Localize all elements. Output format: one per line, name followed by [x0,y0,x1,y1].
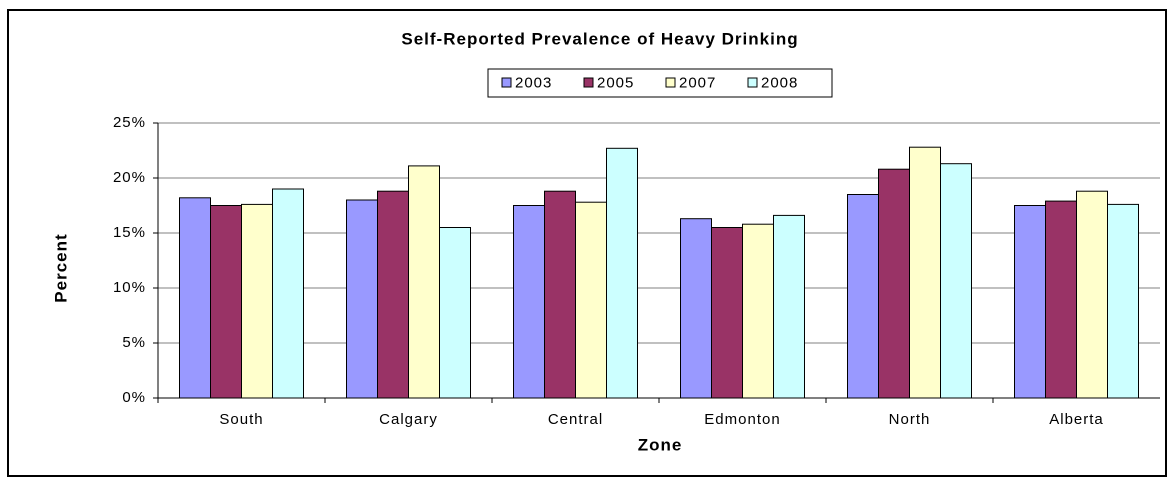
y-axis-title: Percent [51,233,70,302]
y-tick-label: 25% [113,114,146,131]
x-tick-label: Central [548,411,603,428]
bar [377,190,409,399]
bar [544,190,576,399]
y-tick-label: 0% [122,389,146,406]
bar [439,227,471,399]
legend-swatch [583,77,594,88]
y-tick-label: 10% [113,279,146,296]
x-tick-label: Edmonton [704,411,780,428]
x-tick-label: Calgary [379,411,438,428]
bar [513,205,545,399]
bar [272,188,304,399]
legend-swatch [747,77,758,88]
bar [680,218,712,399]
chart-title: Self-Reported Prevalence of Heavy Drinki… [401,29,798,48]
bar [210,205,242,399]
bar [1076,190,1108,399]
legend-label: 2003 [515,74,552,91]
bar [606,147,638,399]
legend-label: 2005 [597,74,634,91]
bar [1014,205,1046,399]
bar [575,201,607,399]
legend-label: 2008 [761,74,798,91]
bar [408,165,440,399]
bar [773,214,805,399]
bar [878,168,910,399]
legend-swatch [665,77,676,88]
bar [179,197,211,399]
bar [742,223,774,399]
x-tick-label: South [219,411,263,428]
legend-swatch [501,77,512,88]
bar [241,203,273,399]
bar [1045,200,1077,399]
y-tick-label: 20% [113,169,146,186]
x-tick-label: North [889,411,931,428]
bar [909,146,941,399]
bar [346,199,378,399]
legend-label: 2007 [679,74,716,91]
bar [940,163,972,399]
y-tick-label: 5% [122,334,146,351]
bar [847,194,879,399]
legend-box [487,68,833,98]
x-tick-label: Alberta [1049,411,1104,428]
y-tick-label: 15% [113,224,146,241]
bar [1107,203,1139,399]
x-axis-title: Zone [638,435,683,454]
bar [711,227,743,399]
